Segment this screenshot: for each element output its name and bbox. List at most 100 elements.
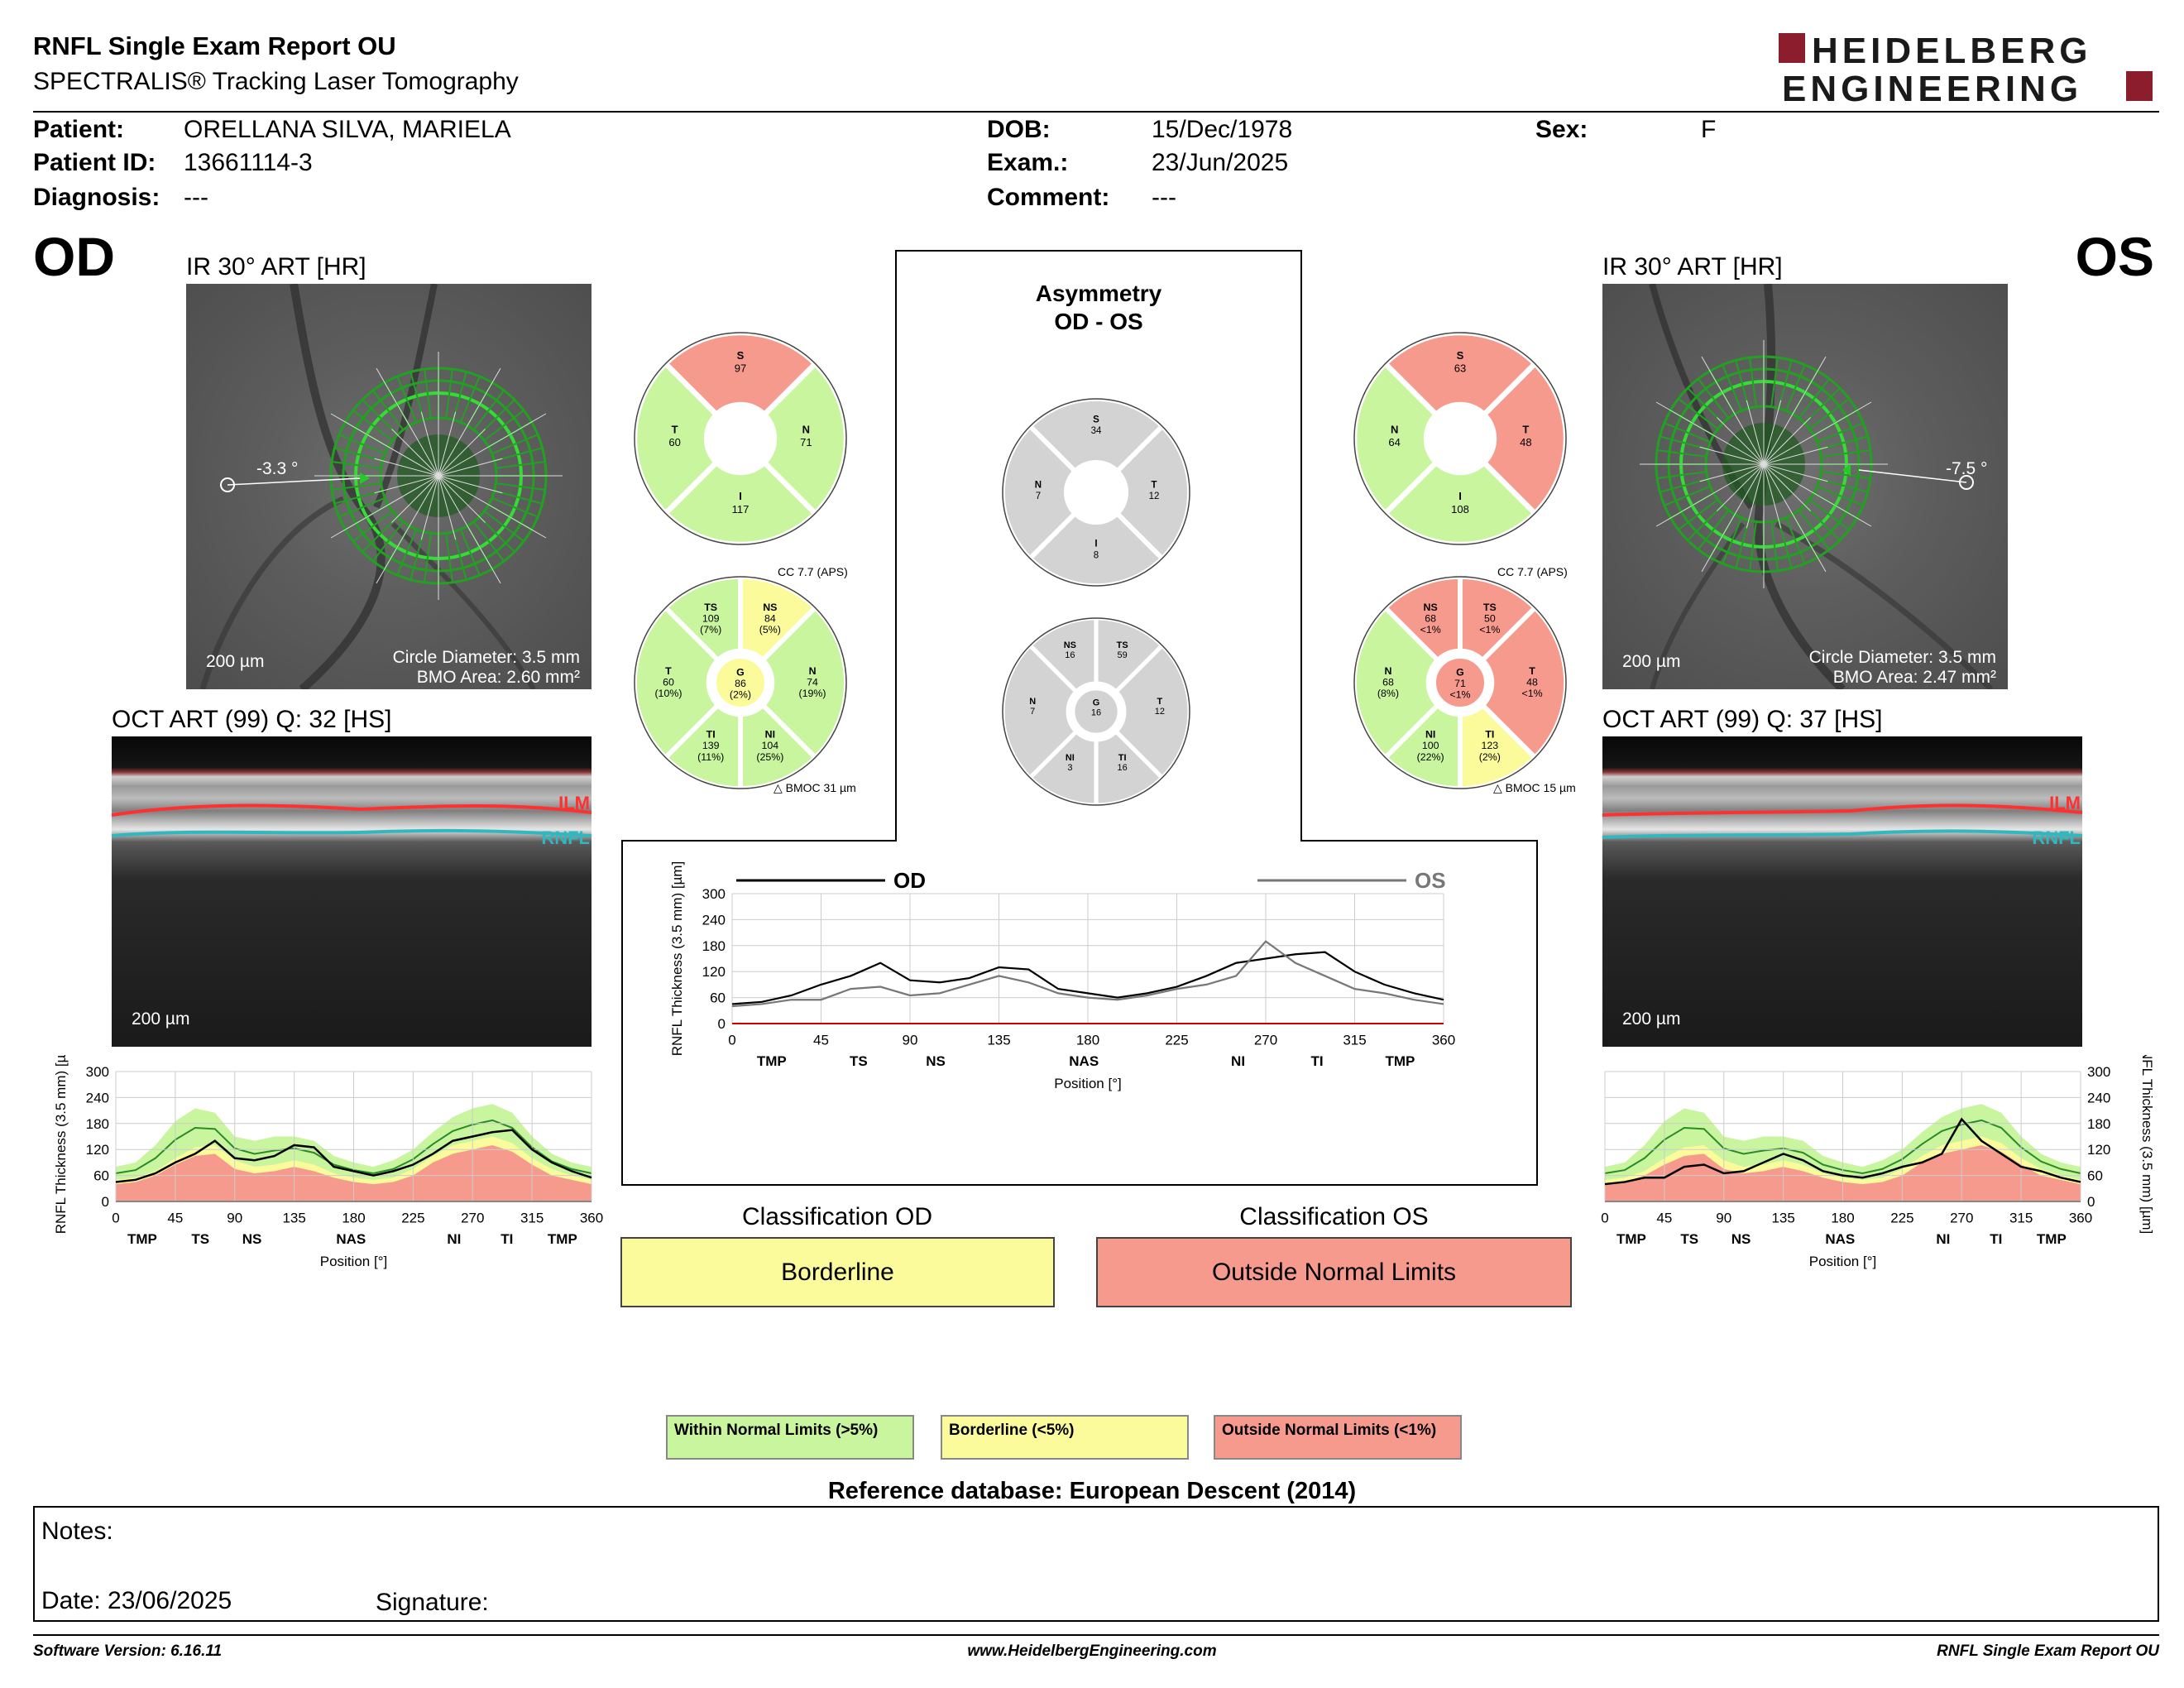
asym-tsnit-chart: 0 45 90 135 180 225 270 315 360 0 60 120 180 240 300 TM… (669, 861, 1455, 1091)
od-bmoc: △ BMOC 31 µm (774, 781, 856, 795)
os-oct-image: ILM RNFL 200 µm (1602, 736, 2082, 1047)
diagnosis: --- (184, 184, 208, 211)
website-link[interactable]: www.HeidelbergEngineering.com (967, 1642, 1217, 1660)
sector-value-n: 7 (1036, 492, 1041, 501)
x-tick-label: 180 (1076, 1033, 1099, 1048)
dob-label: DOB: (987, 116, 1051, 143)
sector-text-t: 60 (663, 676, 674, 688)
os-oct-title: OCT ART (99) Q: 37 [HS] (1602, 706, 1883, 733)
sector-text-g: G (1093, 698, 1100, 707)
asym-sector4-diagram: S 34 N 7 I8 T 12 (1001, 397, 1191, 587)
notes-label: Notes: (41, 1518, 113, 1545)
sector-value-t: 60 (668, 436, 680, 448)
sector-text-ti: 16 (1118, 763, 1128, 773)
x-tick-label: 90 (227, 1211, 242, 1226)
os-fundus-overlay (1640, 284, 1994, 689)
logo-line2: ENGINEERING (1782, 69, 2082, 104)
x-tick-label: 180 (1831, 1211, 1854, 1226)
sector-label-n: N (1035, 480, 1042, 490)
x-tick-label: 90 (1716, 1211, 1731, 1226)
sector-value-n: 64 (1388, 436, 1400, 448)
y-tick-label: 120 (702, 964, 726, 980)
patient-label: Patient: (33, 116, 125, 143)
x-tick-label: 45 (813, 1033, 829, 1048)
x-tick-label: 360 (580, 1211, 603, 1226)
od-oct-scale: 200 µm (132, 1009, 190, 1029)
sector-text-g: (2%) (730, 689, 751, 701)
sector-label-t: T (1152, 480, 1157, 490)
sector-label-s: S (1093, 415, 1099, 424)
od-scale-bar: 200 µm (206, 652, 265, 671)
sector-text-t: (10%) (654, 688, 682, 699)
footer-divider (33, 1634, 2159, 1636)
legend-borderline: Borderline (<5%) (941, 1415, 1189, 1460)
y-tick-label: 120 (2087, 1142, 2110, 1158)
x-tick-label: 180 (342, 1211, 365, 1226)
delta-icon: △ (1493, 781, 1502, 794)
y-tick-label: 180 (702, 938, 726, 954)
y-axis-label: RNFL Thickness (3.5 mm) [µm] (669, 861, 685, 1057)
report-subtitle: SPECTRALIS® Tracking Laser Tomography (33, 68, 519, 95)
series-line-od (731, 951, 1444, 1005)
sector-text-ns: (5%) (759, 624, 781, 635)
y-tick-label: 180 (86, 1116, 109, 1132)
sector-value-i: 117 (732, 503, 750, 516)
os-rnfl-label: RNFL (2032, 827, 2081, 848)
sector-label-s: S (1457, 349, 1464, 362)
sector-text-ni: (22%) (1417, 751, 1444, 763)
heidelberg-logo: HEIDELBERG ENGINEERING (1779, 30, 2159, 109)
x-axis-label: Position [°] (1054, 1076, 1121, 1091)
y-tick-label: 0 (2087, 1194, 2095, 1210)
y-tick-label: 240 (2087, 1090, 2110, 1105)
od-bmoc-value: BMOC 31 µm (785, 781, 856, 794)
sector-text-n: N (1384, 665, 1391, 677)
exam-label: Exam.: (987, 149, 1069, 176)
region-label: NAS (336, 1231, 366, 1247)
classification-od-box: Borderline (620, 1237, 1055, 1307)
x-tick-label: 225 (1890, 1211, 1913, 1226)
sector-label-i: I (1094, 539, 1097, 549)
x-tick-label: 315 (1343, 1033, 1366, 1048)
od-oct-title: OCT ART (99) Q: 32 [HS] (112, 706, 392, 733)
region-label: TS (1680, 1231, 1698, 1247)
region-label: NI (1231, 1053, 1245, 1069)
region-label: TS (191, 1231, 209, 1247)
logo-line1: HEIDELBERG (1812, 31, 2091, 71)
od-eye-label: OD (33, 226, 115, 287)
signature-label: Signature: (376, 1589, 489, 1616)
x-tick-label: 270 (461, 1211, 484, 1226)
reference-database: Reference database: European Descent (20… (827, 1478, 1357, 1504)
x-tick-label: 0 (728, 1033, 735, 1048)
sector-text-ti: TI (706, 729, 716, 741)
sector-text-ns: NS (1064, 640, 1076, 650)
os-ir-title: IR 30° ART [HR] (1602, 253, 1783, 281)
legend-within: Within Normal Limits (>5%) (666, 1415, 914, 1460)
x-tick-label: 360 (2069, 1211, 2092, 1226)
sector-label-i: I (1458, 490, 1462, 502)
sector-text-ts: 50 (1484, 613, 1496, 625)
sector-text-t: T (1529, 665, 1535, 677)
x-tick-label: 315 (2009, 1211, 2033, 1226)
sector-text-t: 12 (1155, 707, 1165, 717)
x-tick-label: 90 (903, 1033, 918, 1048)
region-label: TMP (548, 1231, 577, 1247)
region-label: TMP (127, 1231, 157, 1247)
sector-text-ts: TS (704, 602, 717, 613)
patient-name: ORELLANA SILVA, MARIELA (184, 116, 511, 143)
sector-text-ts: <1% (1479, 624, 1500, 635)
sex-label: Sex: (1535, 116, 1588, 143)
region-label: TI (500, 1231, 513, 1247)
sector-text-ns: 68 (1425, 613, 1436, 625)
sector-text-ni: 100 (1422, 740, 1439, 751)
region-label: NS (242, 1231, 262, 1247)
x-tick-label: 135 (1771, 1211, 1794, 1226)
y-axis-label: RNFL Thickness (3.5 mm) [µm] (53, 1055, 69, 1234)
report-title: RNFL Single Exam Report OU (33, 31, 396, 60)
heidelberg-logo-icon: HEIDELBERG ENGINEERING (1779, 31, 2153, 109)
series-line-os (731, 940, 1444, 1008)
sector-text-ni: 3 (1067, 763, 1072, 773)
region-label: TI (1311, 1053, 1324, 1069)
y-tick-label: 240 (86, 1090, 109, 1105)
os-fundus-image: -7.5 ° 200 µm Circle Diameter: 3.5 mm BM… (1602, 284, 2008, 689)
